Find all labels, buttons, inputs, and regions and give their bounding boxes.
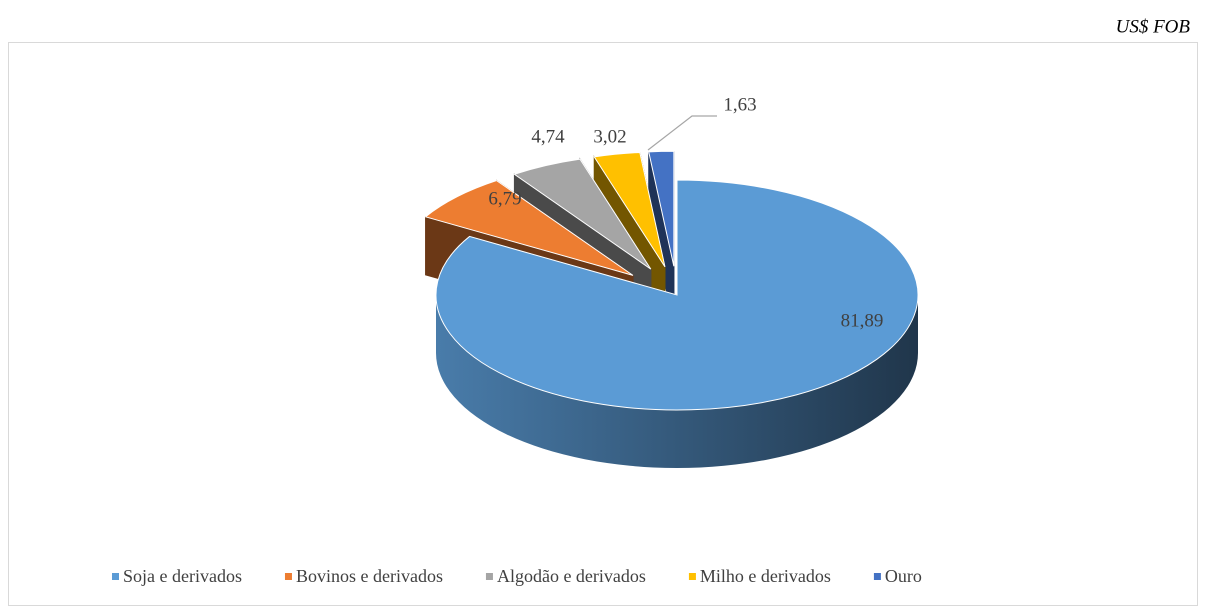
legend-swatch <box>688 573 696 580</box>
slice-top <box>513 158 652 270</box>
legend-item: Ouro <box>873 566 922 586</box>
legend-label: Ouro <box>885 566 922 586</box>
value-labels: 81,89 6,79 4,74 3,02 1,63 <box>488 94 883 331</box>
legend-label: Bovinos e derivados <box>296 566 443 586</box>
legend-swatch <box>112 573 119 580</box>
legend-label: Algodão e derivados <box>497 566 646 586</box>
legend-swatch <box>284 573 292 580</box>
slice-top <box>435 179 919 411</box>
legend-swatch <box>485 573 493 580</box>
legend-label: Milho e derivados <box>700 566 831 586</box>
data-label: 6,79 <box>488 188 521 209</box>
legend-item: Soja e derivados <box>112 566 242 586</box>
pie <box>424 150 919 468</box>
data-label: 4,74 <box>531 126 565 147</box>
legend-item: Milho e derivados <box>688 566 831 586</box>
unit-label: US$ FOB <box>1116 16 1191 37</box>
legend-item: Bovinos e derivados <box>284 566 443 586</box>
leader-line <box>647 115 717 151</box>
legend: Soja e derivados Bovinos e derivados Algod… <box>112 566 922 586</box>
slice <box>435 179 919 468</box>
data-label: 3,02 <box>593 126 626 147</box>
slice-top <box>648 150 675 267</box>
legend-label: Soja e derivados <box>123 566 242 586</box>
data-label: 81,89 <box>841 310 884 331</box>
data-label: 1,63 <box>723 94 756 115</box>
slice-wall <box>436 295 918 468</box>
legend-swatch <box>873 573 881 580</box>
slice-top <box>593 151 666 268</box>
legend-item: Algodão e derivados <box>485 566 646 586</box>
slice-top <box>424 180 634 276</box>
